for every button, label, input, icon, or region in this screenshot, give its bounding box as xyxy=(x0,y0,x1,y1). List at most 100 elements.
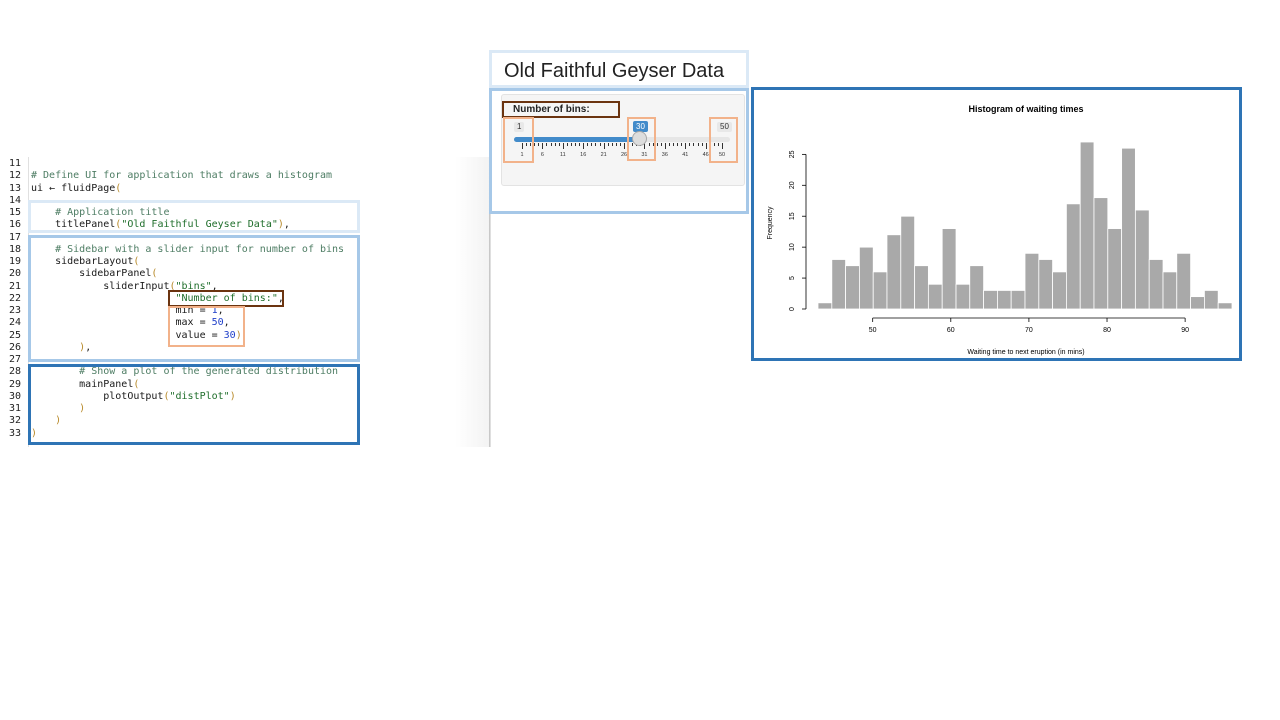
histogram-bar xyxy=(927,283,943,310)
x-tick-label: 60 xyxy=(947,327,955,334)
histogram-bar xyxy=(831,259,846,310)
slider-minor-tick xyxy=(530,143,532,146)
slider-major-tick xyxy=(644,143,646,149)
code-line: 24 max = 50, xyxy=(0,317,362,329)
code-line: 32 ) xyxy=(0,415,362,427)
slider-minor-tick xyxy=(526,143,528,146)
y-tick-label: 10 xyxy=(789,243,796,251)
histogram-bar xyxy=(955,283,971,310)
line-number: 25 xyxy=(9,329,22,341)
line-code: ) xyxy=(55,415,62,427)
histogram-bar xyxy=(1121,147,1136,310)
slider-minor-tick xyxy=(591,143,593,146)
slider-minor-tick xyxy=(677,143,679,146)
line-code: # Show a plot of the generated distribut… xyxy=(31,366,339,378)
line-code: ) xyxy=(31,427,38,439)
code-line: 27 xyxy=(0,354,362,366)
line-number: 26 xyxy=(9,341,22,353)
slider-label: Number of bins: xyxy=(513,104,590,115)
page-title: Old Faithful Geyser Data xyxy=(504,60,725,82)
line-code: sidebarLayout( xyxy=(31,256,140,267)
line-number: 29 xyxy=(9,378,22,390)
code-line: 14 xyxy=(0,195,362,207)
slider-major-tick xyxy=(562,143,564,149)
line-number: 32 xyxy=(9,415,22,427)
histogram-bar xyxy=(886,234,902,310)
line-code: sidebarPanel( xyxy=(31,268,158,280)
slider-value-label: 30 xyxy=(633,121,648,132)
code-line: 26 ), xyxy=(0,342,362,354)
code-editor: 11 12 # Define UI for application that dra… xyxy=(0,157,362,447)
code-line: 28 # Show a plot of the generated distri… xyxy=(0,366,362,378)
slider-minor-tick xyxy=(660,143,662,146)
line-number: 16 xyxy=(9,219,22,231)
line-code: ), xyxy=(79,341,92,353)
slider-major-tick xyxy=(542,143,544,149)
title-panel-code-highlight xyxy=(28,200,360,233)
slider-minor-tick xyxy=(656,143,658,146)
line-code: # Sidebar with a slider input for number… xyxy=(31,243,345,255)
histogram-bar xyxy=(872,271,888,310)
slider-major-tick xyxy=(624,143,626,149)
line-number: 11 xyxy=(9,158,22,169)
histogram-bar xyxy=(859,246,874,310)
slider-value-highlight xyxy=(627,117,656,161)
histogram-bar xyxy=(1107,228,1123,310)
y-tick-label: 20 xyxy=(789,181,796,189)
slider-minor-tick xyxy=(599,143,601,146)
code-line: 31 ) xyxy=(0,403,362,415)
slider-minor-tick xyxy=(632,143,634,146)
code-line: 11 xyxy=(0,158,362,170)
y-tick-label: 5 xyxy=(789,276,796,280)
line-number: 23 xyxy=(9,305,22,316)
histogram-bar xyxy=(914,265,929,310)
slider-major-tick xyxy=(583,143,585,149)
slider-handle[interactable] xyxy=(632,131,647,146)
chart-axes: 50 60 70 80 90 0 5 10 15 20 25 xyxy=(789,150,1189,334)
slider-tick-label: 6 xyxy=(540,152,544,158)
histogram-plot: Histogram of waiting times Waiting time … xyxy=(767,104,1233,356)
label-arg-code-highlight xyxy=(168,290,284,307)
main-panel-code-highlight xyxy=(28,364,360,445)
code-line: 16 titlePanel("Old Faithful Geyser Data"… xyxy=(0,219,362,231)
sidebar-layout-code-highlight xyxy=(28,235,360,362)
line-code: plotOutput("distPlot") xyxy=(31,390,236,402)
x-tick-label: 70 xyxy=(1025,327,1033,334)
slider-tick-label: 41 xyxy=(682,152,689,158)
line-number: 31 xyxy=(9,403,22,414)
line-number: 14 xyxy=(9,194,22,206)
histogram-bar xyxy=(969,265,984,310)
app-shadow xyxy=(455,157,489,447)
slider-minor-tick xyxy=(534,143,536,146)
code-line: 15 # Application title xyxy=(0,207,362,219)
histogram-bar xyxy=(1217,302,1233,310)
line-code: "Number of bins:", xyxy=(175,292,284,304)
line-number: 21 xyxy=(9,280,22,292)
app-window-edge xyxy=(489,157,491,447)
histogram-bar xyxy=(983,290,998,310)
slider-minor-tick xyxy=(611,143,613,146)
slider-tick-label: 46 xyxy=(702,152,709,158)
line-number: 15 xyxy=(9,207,22,218)
slider-minor-tick xyxy=(587,143,589,146)
slider-minor-tick xyxy=(717,143,719,146)
histogram-bar xyxy=(1162,271,1178,310)
slider-tick-label: 21 xyxy=(600,152,607,158)
line-code: titlePanel("Old Faithful Geyser Data"), xyxy=(31,219,290,231)
code-line: 18 # Sidebar with a slider input for num… xyxy=(0,244,362,256)
slider-minor-tick xyxy=(550,143,552,146)
slider-fill-bar xyxy=(514,137,640,142)
code-line: 19 sidebarLayout( xyxy=(0,256,362,268)
code-line: 22 "Number of bins:", xyxy=(0,293,362,305)
line-code: max = 50, xyxy=(31,317,230,329)
slider-minor-tick xyxy=(619,143,621,146)
line-number: 30 xyxy=(9,390,22,402)
x-tick-label: 90 xyxy=(1181,327,1189,334)
line-code: ) xyxy=(79,403,86,414)
slider-tick-label: 26 xyxy=(620,152,628,158)
code-line: 20 sidebarPanel( xyxy=(0,268,362,280)
line-number: 18 xyxy=(9,243,22,255)
slider-tick-label: 36 xyxy=(661,152,668,158)
line-number: 28 xyxy=(9,366,22,378)
slider-minor-tick xyxy=(595,143,597,146)
